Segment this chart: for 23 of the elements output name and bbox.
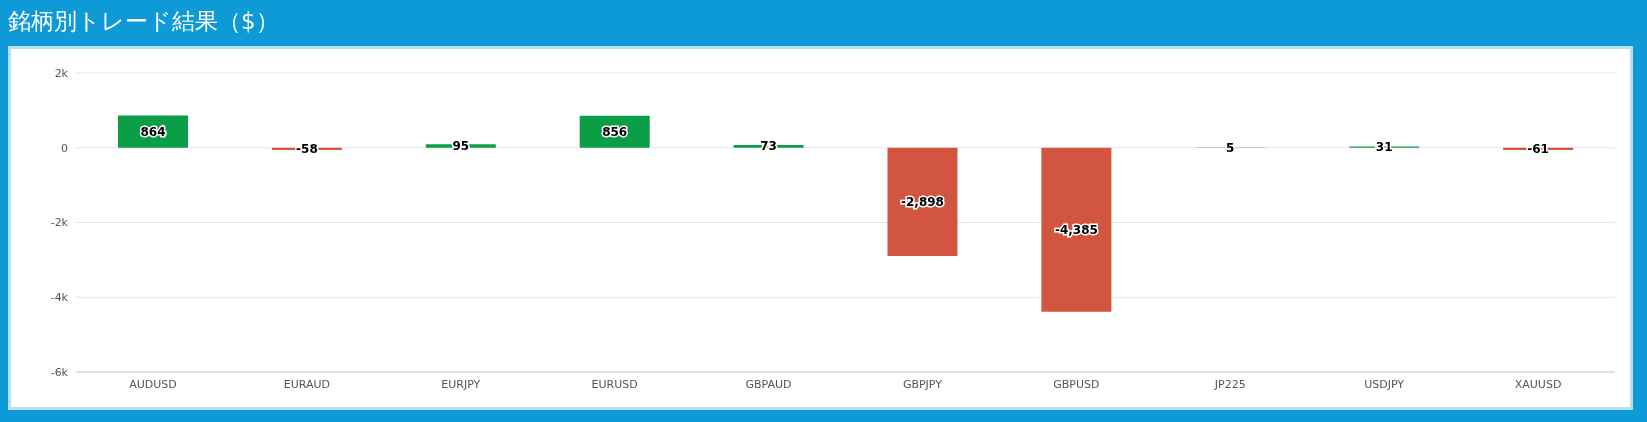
data-label: -2,898 (901, 194, 944, 209)
chart-title: 銘柄別トレード結果（$） (8, 7, 279, 36)
x-tick-label: AUDUSD (129, 377, 177, 391)
y-tick-label: 2k (54, 66, 69, 80)
bar (887, 147, 958, 257)
x-tick-label: GBPAUD (745, 377, 792, 391)
data-label: -4,385 (1054, 222, 1098, 237)
bar (1041, 147, 1112, 312)
x-tick-label: EURJPY (441, 377, 481, 391)
x-tick-label: USDJPY (1364, 377, 1405, 391)
data-label: 856 (602, 124, 628, 139)
y-tick-label: -2k (50, 216, 69, 230)
x-tick-label: JP225 (1213, 377, 1246, 391)
y-tick-label: 0 (61, 141, 68, 155)
x-tick-label: XAUUSD (1514, 377, 1562, 391)
x-tick-label: GBPJPY (902, 377, 943, 391)
x-tick-label: GBPUSD (1053, 377, 1100, 391)
y-tick-label: -6k (50, 365, 69, 379)
data-label: 5 (1226, 140, 1235, 155)
data-label: 864 (140, 124, 166, 139)
x-tick-label: EURUSD (591, 377, 638, 391)
y-tick-label: -4k (50, 291, 69, 305)
x-tick-label: EURAUD (283, 377, 330, 391)
